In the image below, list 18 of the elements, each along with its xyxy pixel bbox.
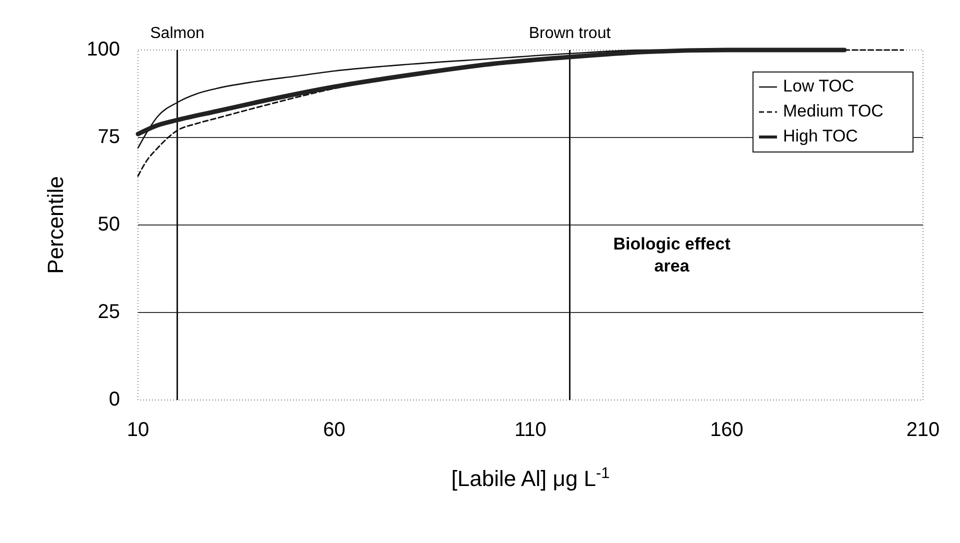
y-tick-label: 100 [86, 38, 120, 60]
legend-label: Low TOC [783, 76, 854, 96]
x-tick-label: 10 [126, 419, 150, 441]
y-tick-label: 75 [98, 126, 120, 148]
annotation: Biologic effect area [613, 234, 731, 276]
legend-label: Medium TOC [783, 101, 884, 120]
x-axis-title: [Labile Al] μg L$^{-1}$ [451, 464, 610, 491]
ref-line-label: Brown trout [528, 25, 612, 42]
x-tick-label: 160 [710, 419, 744, 441]
x-tick-label: 210 [906, 419, 940, 441]
ref-line-label: Salmon [150, 25, 204, 42]
x-tick-label: 60 [323, 419, 346, 441]
y-tick-label: 50 [98, 213, 120, 236]
y-tick-label: 25 [98, 300, 120, 323]
legend-label: High TOC [783, 126, 858, 146]
y-axis-title: Percentile [43, 176, 68, 274]
y-tick-label: 0 [108, 388, 120, 410]
x-tick-label: 110 [514, 419, 546, 441]
